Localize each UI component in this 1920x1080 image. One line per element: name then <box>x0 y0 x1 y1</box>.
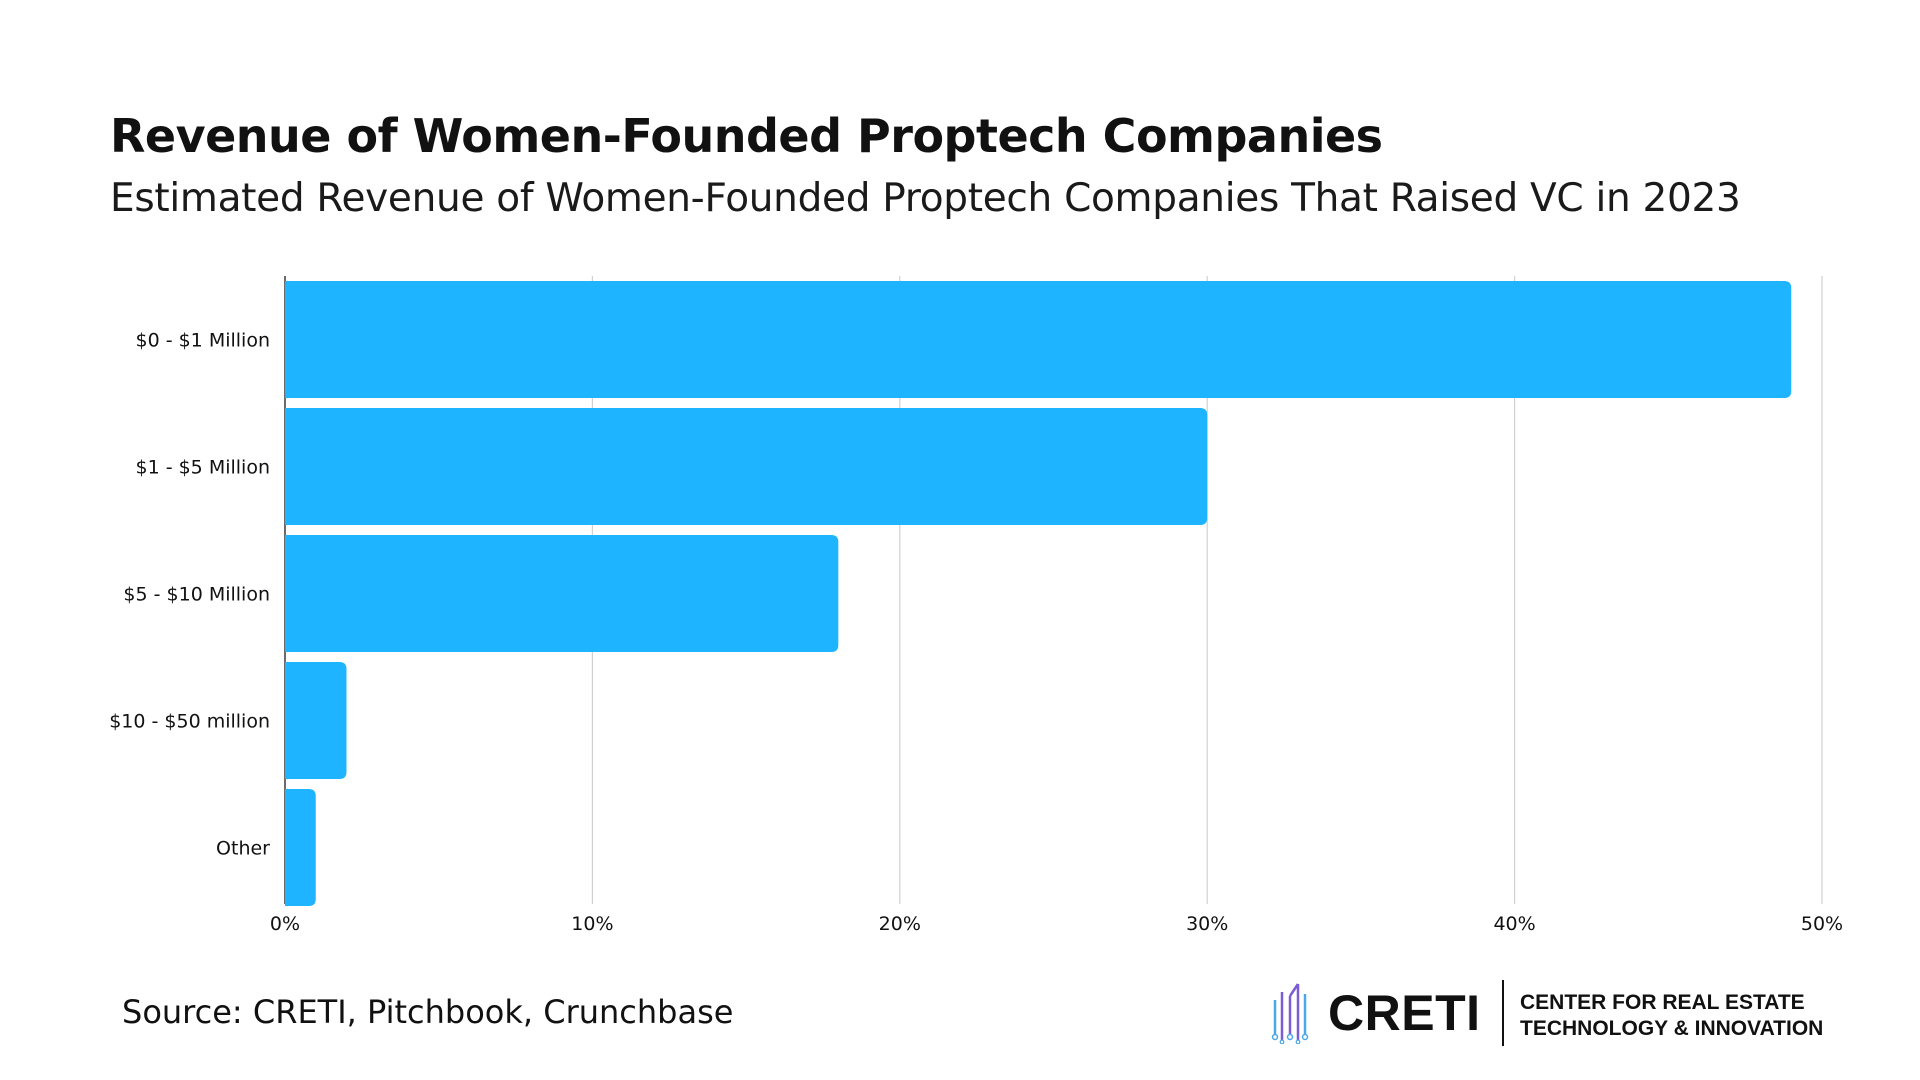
bar <box>285 535 839 652</box>
bar-chart: $0 - $1 Million $1 - $5 Million $5 - $10 M… <box>109 276 1843 935</box>
chart-subtitle: Estimated Revenue of Women-Founded Propt… <box>110 176 1741 221</box>
x-tick-label: 30% <box>1186 913 1228 935</box>
category-label: Other <box>216 838 270 860</box>
source-note: Source: CRETI, Pitchbook, Crunchbase <box>122 993 734 1031</box>
x-tick-label: 50% <box>1801 913 1843 935</box>
brand-tagline-line-2: TECHNOLOGY & INNOVATION <box>1520 1017 1824 1040</box>
brand-tagline: CENTER FOR REAL ESTATE TECHNOLOGY & INNO… <box>1520 990 1823 1042</box>
bar <box>285 789 316 906</box>
x-tick-label: 10% <box>571 913 613 935</box>
building-circuit-icon <box>1271 983 1309 1044</box>
x-tick-label: 20% <box>879 913 921 935</box>
bar <box>285 408 1208 525</box>
brand-tagline-line-1: CENTER FOR REAL ESTATE <box>1520 991 1805 1014</box>
x-tick-labels: 0% 10% 20% 30% 40% 50% <box>270 913 1843 935</box>
category-label: $10 - $50 million <box>109 711 270 733</box>
bar <box>285 662 347 779</box>
x-tick-label: 0% <box>270 913 300 935</box>
category-labels: $0 - $1 Million $1 - $5 Million $5 - $10 M… <box>109 330 270 860</box>
x-tick-label: 40% <box>1493 913 1535 935</box>
chart-title: Revenue of Women-Founded Proptech Compan… <box>110 109 1383 163</box>
category-label: $0 - $1 Million <box>135 330 270 352</box>
bars <box>285 281 1792 906</box>
bar <box>285 281 1792 398</box>
brand-name: CRETI <box>1328 985 1481 1041</box>
creti-brand: CRETI CENTER FOR REAL ESTATE TECHNOLOGY … <box>1270 978 1850 1048</box>
category-label: $1 - $5 Million <box>135 457 270 479</box>
category-label: $5 - $10 Million <box>123 584 270 606</box>
brand-divider <box>1502 980 1504 1046</box>
